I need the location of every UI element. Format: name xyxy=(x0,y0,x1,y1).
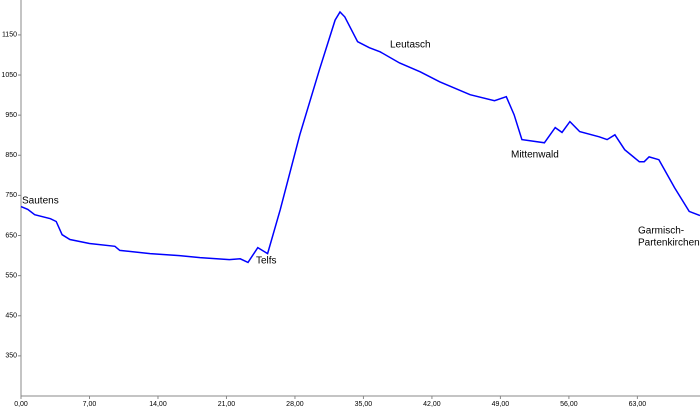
place-label: Leutasch xyxy=(390,40,431,51)
x-tick-label: 28,00 xyxy=(286,401,304,407)
y-tick-label: 750 xyxy=(5,192,17,199)
y-tick-label: 950 xyxy=(5,112,17,119)
x-tick-label: 49,00 xyxy=(492,401,510,407)
y-tick-label: 850 xyxy=(5,152,17,159)
place-label: Partenkirchen xyxy=(638,238,700,249)
y-tick-label: 1050 xyxy=(1,72,17,79)
y-tick-label: 550 xyxy=(5,272,17,279)
x-tick-label: 0,00 xyxy=(14,401,28,407)
y-tick-label: 350 xyxy=(5,353,17,360)
place-label: Garmisch- xyxy=(638,226,684,237)
x-tick-label: 42,00 xyxy=(423,401,441,407)
x-tick-label: 21,00 xyxy=(218,401,236,407)
x-tick-label: 63,00 xyxy=(629,401,647,407)
x-tick-label: 7,00 xyxy=(83,401,97,407)
y-tick-label: 450 xyxy=(5,313,17,320)
y-tick-label: 650 xyxy=(5,232,17,239)
place-label: Telfs xyxy=(256,256,277,267)
x-tick-label: 35,00 xyxy=(355,401,373,407)
x-tick-label: 14,00 xyxy=(149,401,167,407)
place-label: Mittenwald xyxy=(511,150,559,161)
place-label: Sautens xyxy=(22,196,59,207)
x-tick-label: 56,00 xyxy=(560,401,578,407)
y-tick-label: 1150 xyxy=(2,32,17,39)
elevation-line xyxy=(20,10,700,264)
